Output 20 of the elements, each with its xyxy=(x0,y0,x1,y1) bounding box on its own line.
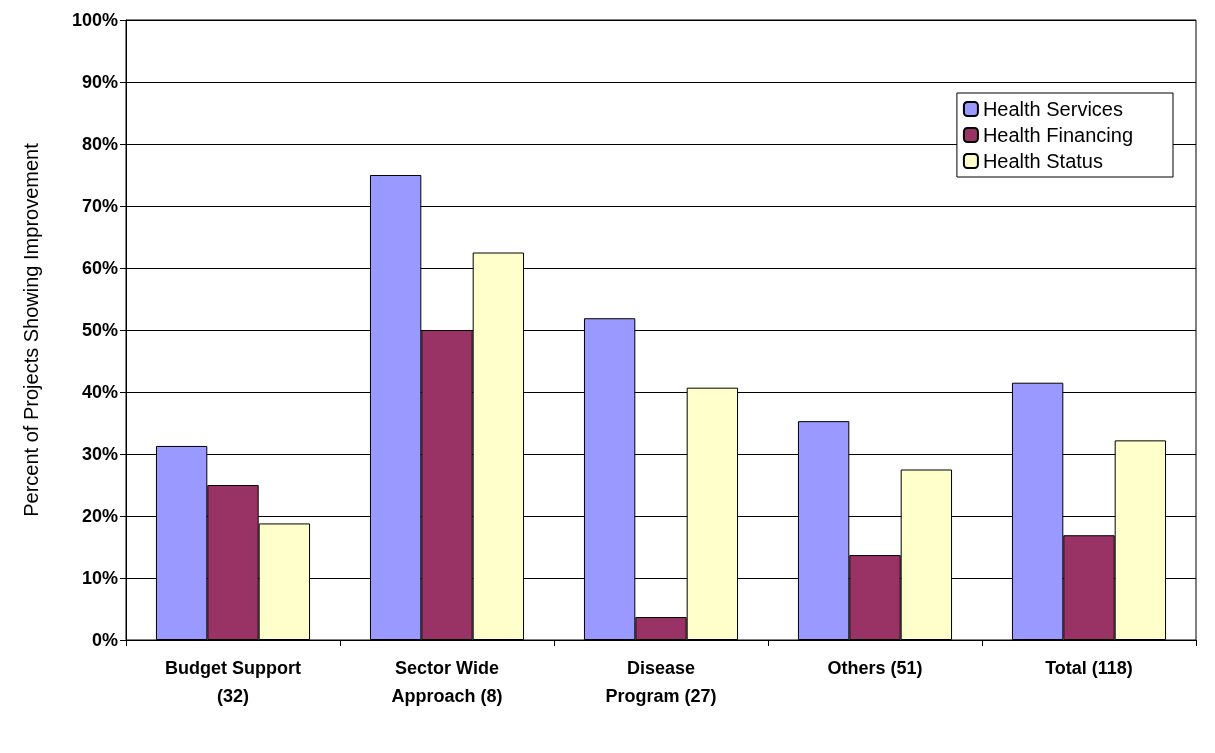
legend-label: Health Services xyxy=(982,98,1123,120)
y-tick-label: 0% xyxy=(91,630,118,650)
legend-label: Health Status xyxy=(982,150,1103,172)
y-axis-title: Percent of Projects Showing Improvement xyxy=(20,142,42,517)
x-tick-label: Budget Support (32) xyxy=(165,658,301,706)
y-tick-label: 50% xyxy=(81,320,118,340)
x-tick-label: Disease Program (27) xyxy=(605,658,717,706)
y-tick-label: 20% xyxy=(81,506,118,526)
y-tick-label: 90% xyxy=(81,72,118,92)
y-tick-label: 60% xyxy=(81,258,118,278)
y-tick-label: 30% xyxy=(81,444,118,464)
x-tick-label: Others (51) xyxy=(827,658,923,678)
y-tick-label: 10% xyxy=(81,568,118,588)
y-tick-label: 40% xyxy=(81,382,118,402)
legend-label: Health Financing xyxy=(982,124,1134,146)
y-tick-label: 100% xyxy=(71,10,118,30)
y-tick-label: 80% xyxy=(81,134,118,154)
y-tick-label: 70% xyxy=(81,196,118,216)
x-tick-label: Sector Wide Approach (8) xyxy=(391,658,503,706)
x-tick-label: Total (118) xyxy=(1045,658,1133,678)
